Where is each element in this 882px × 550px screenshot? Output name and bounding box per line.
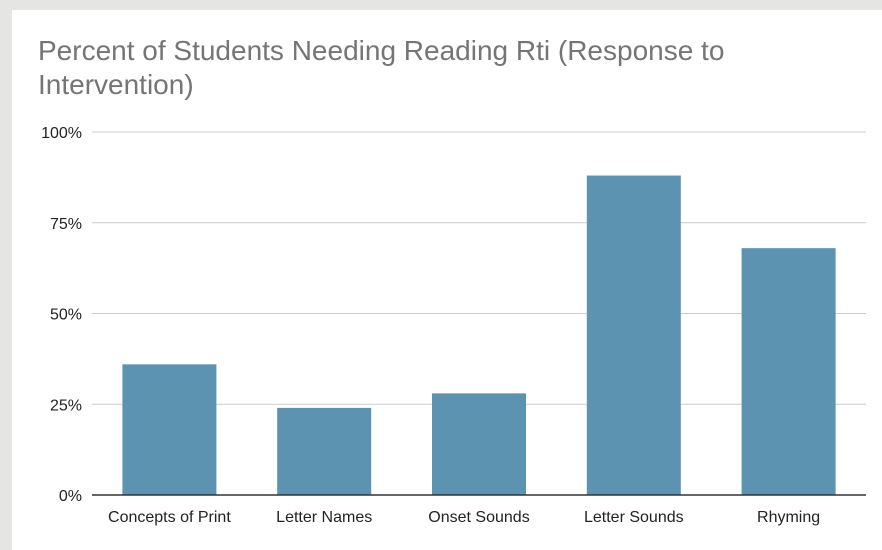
y-tick-labels: 0% 25% 50% 75% 100% bbox=[41, 125, 82, 505]
x-tick-label-4: Rhyming bbox=[757, 509, 820, 526]
gridlines bbox=[92, 131, 866, 405]
y-tick-label-0: 0% bbox=[59, 488, 82, 505]
x-tick-label-1: Letter Names bbox=[276, 509, 372, 526]
bar-3 bbox=[586, 175, 681, 495]
y-tick-label-1: 25% bbox=[50, 397, 82, 414]
bar-1 bbox=[277, 407, 372, 495]
y-tick-label-2: 50% bbox=[50, 307, 82, 324]
y-tick-label-4: 100% bbox=[41, 125, 82, 142]
bar-2 bbox=[432, 393, 526, 495]
x-tick-label-2: Onset Sounds bbox=[428, 509, 529, 526]
x-tick-label-0: Concepts of Print bbox=[108, 509, 231, 526]
chart-title: Percent of Students Needing Reading Rti … bbox=[38, 35, 725, 100]
bar-0 bbox=[122, 364, 217, 495]
x-tick-label-3: Letter Sounds bbox=[584, 509, 684, 526]
y-tick-label-3: 75% bbox=[50, 216, 82, 233]
bar-4 bbox=[741, 248, 836, 495]
x-tick-labels: Concepts of Print Letter Names Onset Sound… bbox=[108, 509, 820, 526]
bars bbox=[122, 175, 836, 495]
